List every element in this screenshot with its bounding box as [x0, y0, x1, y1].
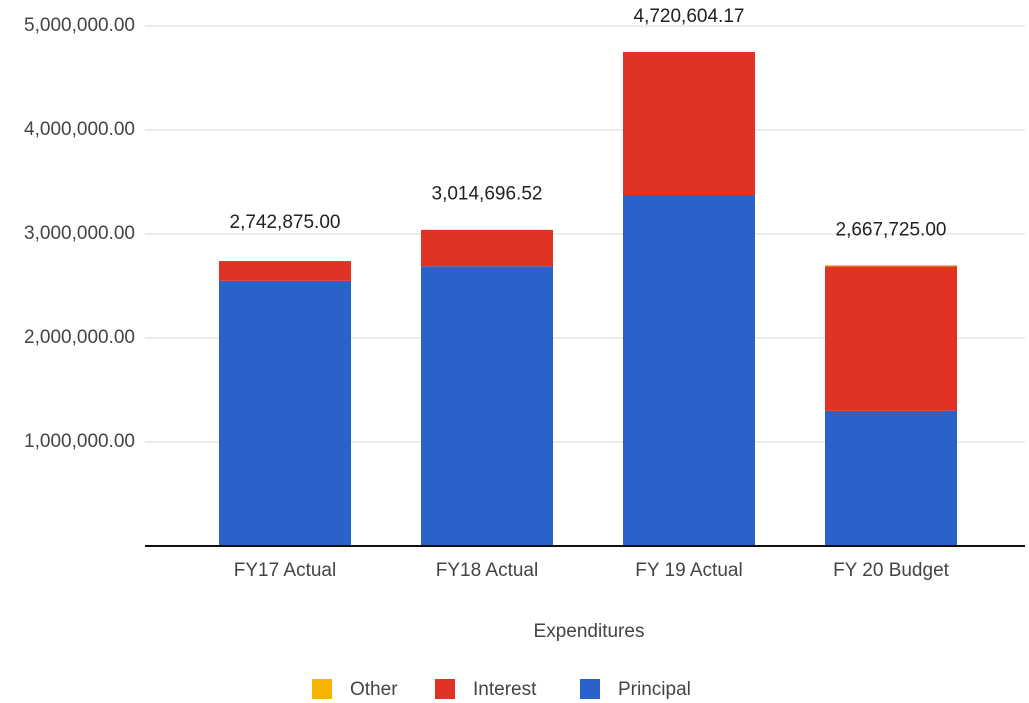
- legend-label: Interest: [473, 679, 537, 700]
- x-tick-label: FY 20 Budget: [833, 560, 950, 581]
- total-label: 3,014,696.52: [432, 183, 543, 204]
- legend-swatch: [435, 679, 455, 699]
- y-tick-label: 5,000,000.00: [24, 15, 135, 36]
- bar-segment: [219, 280, 351, 546]
- bar-segment: [421, 229, 553, 267]
- x-axis-title: Expenditures: [534, 621, 645, 642]
- bar-segment: [623, 52, 755, 195]
- bar-segment: [825, 266, 957, 411]
- x-tick-label: FY 19 Actual: [635, 560, 742, 581]
- total-label: 4,720,604.17: [634, 6, 745, 27]
- total-label: 2,742,875.00: [230, 212, 341, 233]
- bar-segment: [825, 410, 957, 546]
- legend-swatch: [580, 679, 600, 699]
- x-tick-label: FY17 Actual: [234, 560, 336, 581]
- total-label: 2,667,725.00: [836, 220, 947, 241]
- x-tick-label: FY18 Actual: [436, 560, 538, 581]
- y-tick-label: 1,000,000.00: [24, 431, 135, 452]
- bar-segment: [421, 266, 553, 546]
- y-tick-label: 4,000,000.00: [24, 119, 135, 140]
- y-tick-label: 2,000,000.00: [24, 327, 135, 348]
- legend-label: Principal: [618, 679, 691, 700]
- bar-segment: [623, 195, 755, 546]
- legend-label: Other: [350, 679, 398, 700]
- bar-segment: [825, 265, 957, 267]
- legend-swatch: [312, 679, 332, 699]
- bar-segment: [219, 261, 351, 281]
- y-tick-label: 3,000,000.00: [24, 223, 135, 244]
